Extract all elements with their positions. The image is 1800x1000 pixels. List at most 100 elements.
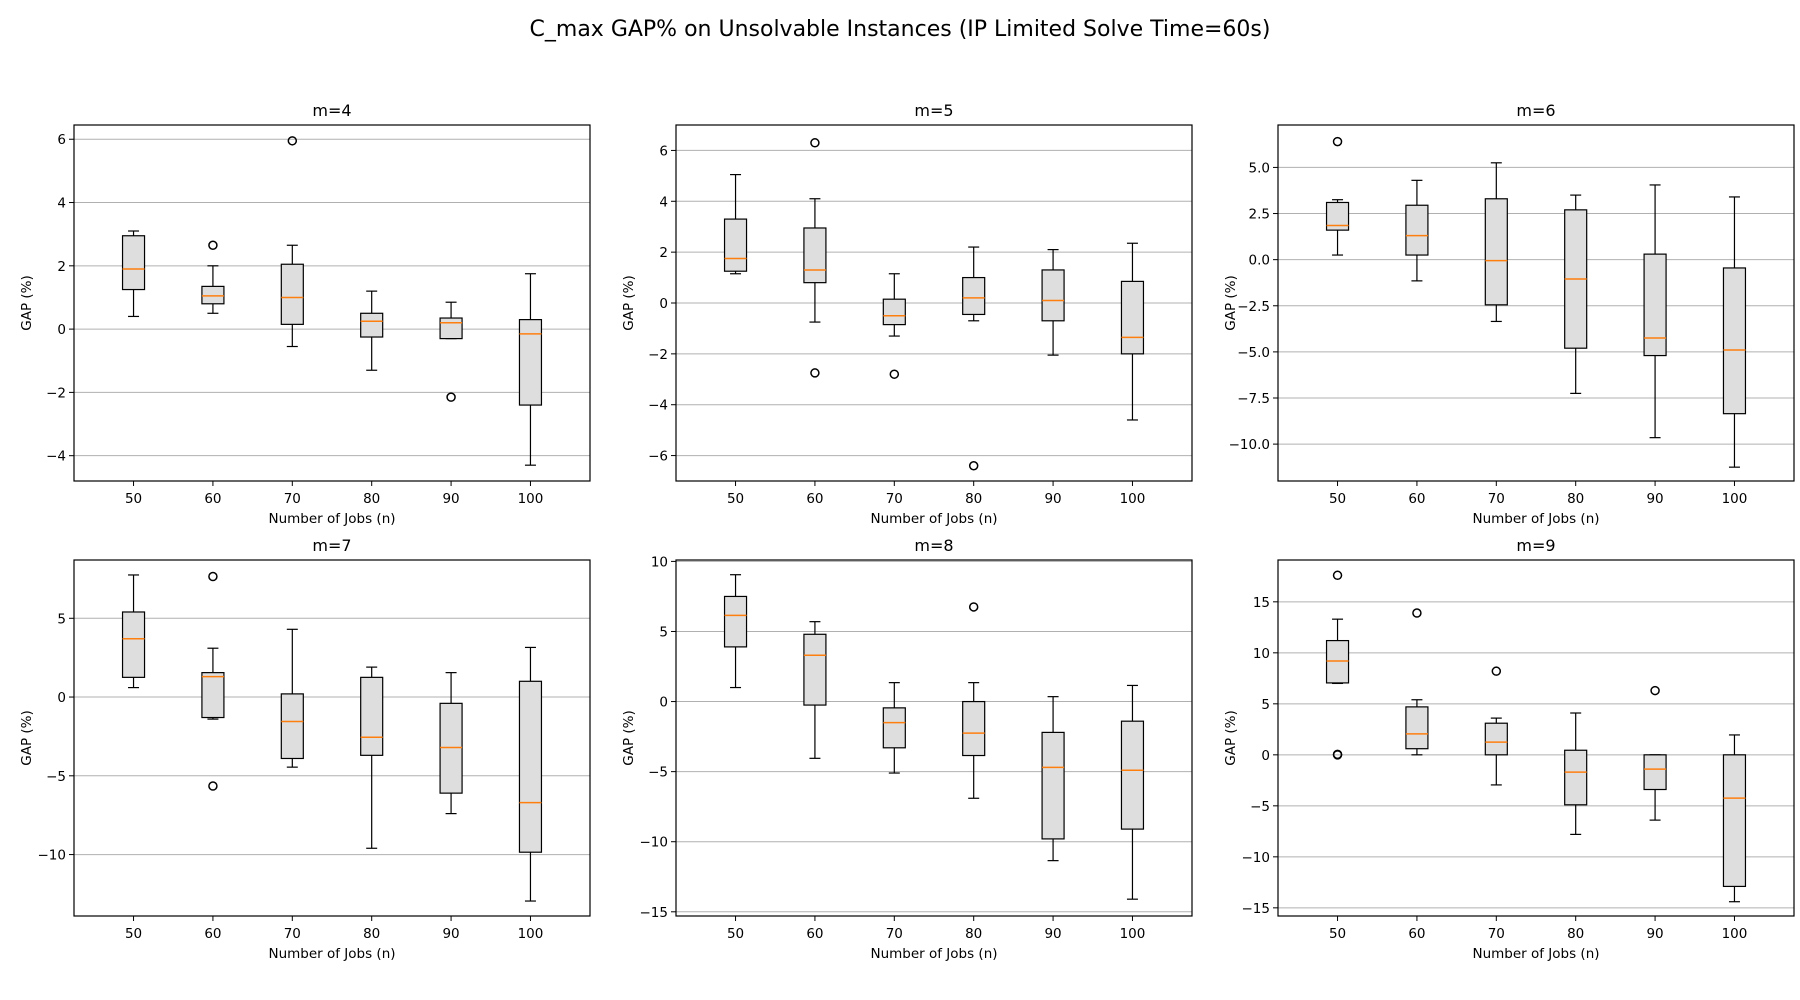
x-tick-label: 80 [363, 926, 380, 942]
outlier-point [208, 781, 218, 791]
y-tick-label: −10 [1242, 850, 1271, 866]
iqr-box [882, 298, 906, 326]
iqr-box [518, 680, 543, 853]
iqr-box [1120, 720, 1145, 830]
iqr-box [1041, 731, 1065, 840]
y-tick-label: 5.0 [1249, 160, 1270, 176]
iqr-box [1041, 269, 1065, 322]
iqr-box [121, 611, 146, 678]
outlier-point [1650, 685, 1660, 696]
box-80 [1564, 194, 1588, 394]
iqr-box [1405, 204, 1429, 256]
y-axis-label: GAP (%) [621, 710, 637, 766]
box-80 [962, 246, 986, 471]
iqr-box [518, 319, 543, 406]
iqr-box [1484, 722, 1508, 756]
outlier-point [1491, 666, 1502, 676]
y-tick-label: 2 [57, 259, 66, 275]
y-axis-label: GAP (%) [1223, 710, 1239, 766]
box-60 [803, 621, 827, 759]
x-tick-label: 70 [1488, 491, 1505, 507]
x-tick-label: 60 [1408, 926, 1425, 942]
x-tick-label: 90 [1646, 926, 1663, 942]
y-tick-label: 0 [659, 695, 668, 711]
box-90 [439, 672, 463, 815]
x-tick-label: 90 [442, 926, 459, 942]
iqr-box [1722, 754, 1747, 888]
x-tick-label: 70 [284, 926, 301, 942]
y-tick-label: 6 [659, 143, 668, 159]
iqr-box [723, 218, 748, 272]
box-90 [1643, 184, 1667, 439]
box-70 [882, 273, 906, 379]
box-70 [1484, 162, 1508, 323]
box-60 [1405, 179, 1429, 282]
x-axis-label: Number of Jobs (n) [268, 511, 395, 527]
y-tick-label: 0 [1261, 748, 1270, 764]
x-axis-label: Number of Jobs (n) [870, 511, 997, 527]
subplot-5: m=8 −15 −10 −5 0 5 10 50 60 70 80 90 100 Number of Jo… [621, 536, 1193, 962]
y-tick-label: 10 [1253, 646, 1270, 662]
x-tick-label: 100 [1722, 491, 1748, 507]
outlier-point [810, 368, 820, 378]
axes-frame [1277, 559, 1795, 917]
y-tick-label: −7.5 [1237, 391, 1270, 407]
iqr-box [280, 693, 304, 760]
axes-frame [73, 124, 591, 482]
subplot-title: m=7 [312, 536, 351, 555]
box-70 [1484, 666, 1508, 786]
y-tick-label: −10 [640, 835, 669, 851]
subplot-4: m=7 −10 −5 0 5 50 60 70 80 90 100 Number of Jobs (n… [19, 536, 591, 962]
box-90 [1041, 249, 1065, 356]
box-50 [723, 173, 748, 275]
box-70 [882, 682, 906, 774]
iqr-box [803, 227, 827, 284]
subplot-title: m=5 [914, 101, 953, 120]
box-100 [1120, 684, 1145, 900]
x-tick-label: 90 [442, 491, 459, 507]
box-90 [1041, 696, 1065, 862]
outlier-point [1412, 608, 1422, 618]
y-tick-label: −10 [38, 848, 67, 864]
y-tick-label: −2.5 [1237, 299, 1270, 315]
box-80 [1564, 712, 1588, 835]
x-tick-label: 50 [1329, 926, 1346, 942]
box-100 [1722, 196, 1747, 468]
y-tick-label: −5 [648, 765, 668, 781]
x-tick-label: 100 [1120, 491, 1146, 507]
x-tick-label: 80 [965, 926, 982, 942]
box-100 [518, 646, 543, 902]
y-tick-label: −5.0 [1237, 345, 1270, 361]
subplot-title: m=4 [312, 101, 351, 120]
outlier-point [208, 240, 218, 250]
x-tick-label: 60 [204, 926, 221, 942]
y-tick-label: 0 [659, 296, 668, 312]
iqr-box [723, 595, 748, 648]
y-tick-label: −15 [1242, 901, 1271, 917]
box-90 [1643, 685, 1667, 821]
y-tick-label: 4 [659, 194, 668, 210]
iqr-box [803, 633, 827, 706]
y-tick-label: −5 [1250, 799, 1270, 815]
x-axis-label: Number of Jobs (n) [1472, 946, 1599, 962]
y-tick-label: 2.5 [1249, 207, 1270, 223]
x-tick-label: 50 [727, 491, 744, 507]
x-tick-label: 60 [806, 491, 823, 507]
y-axis-label: GAP (%) [19, 275, 35, 331]
outlier-point [1332, 750, 1343, 760]
outlier-point [208, 571, 218, 582]
x-tick-label: 60 [806, 926, 823, 942]
x-axis-label: Number of Jobs (n) [1472, 511, 1599, 527]
box-60 [1405, 608, 1429, 756]
x-tick-label: 60 [1408, 491, 1425, 507]
outlier-point [968, 602, 979, 612]
outlier-point [287, 136, 298, 146]
y-tick-label: −15 [640, 905, 669, 921]
box-80 [360, 290, 384, 371]
x-tick-label: 80 [1567, 491, 1584, 507]
iqr-box [1405, 706, 1429, 750]
box-50 [121, 574, 146, 689]
box-70 [280, 628, 304, 768]
